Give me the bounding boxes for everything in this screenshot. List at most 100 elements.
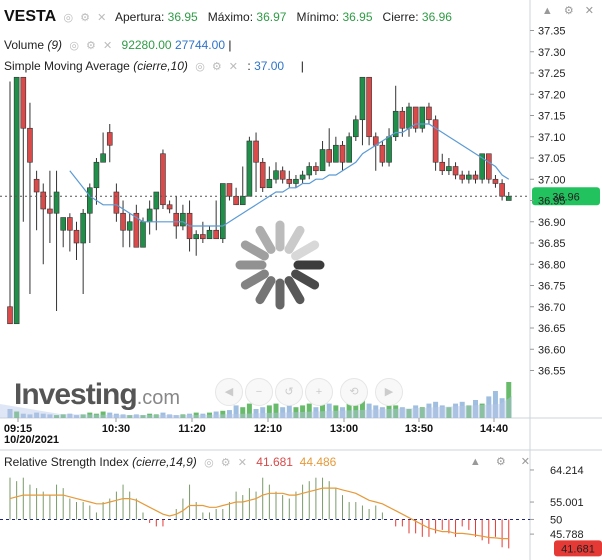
volume-bar xyxy=(433,401,439,418)
candle-body xyxy=(392,110,399,138)
candle-body xyxy=(293,178,299,184)
volume-bar xyxy=(107,412,113,418)
volume-bar xyxy=(120,414,126,418)
volume-bar xyxy=(20,413,26,418)
volume-bar xyxy=(80,414,86,418)
volume-bar xyxy=(386,403,392,418)
volume-bar xyxy=(226,410,232,418)
volume-bar xyxy=(479,403,485,418)
price-tick-label: 37.15 xyxy=(538,111,566,123)
candle-body xyxy=(306,166,313,176)
price-tick-label: 37.00 xyxy=(538,174,566,186)
price-tick-label: 36.85 xyxy=(538,238,566,250)
candle-body xyxy=(399,110,406,129)
candle-body xyxy=(166,204,173,210)
volume-bar xyxy=(67,413,73,418)
volume-bar xyxy=(213,411,219,418)
rsi-tick-label: 55.001 xyxy=(550,497,584,509)
candle-body xyxy=(27,127,33,163)
candle-body xyxy=(279,170,286,180)
candle-body xyxy=(459,174,466,180)
volume-bar xyxy=(446,407,452,418)
candle-body xyxy=(13,76,20,325)
volume-bar xyxy=(286,405,292,418)
volume-bar xyxy=(306,403,312,418)
volume-bar xyxy=(133,414,139,418)
volume-bar xyxy=(273,403,279,418)
volume-bar xyxy=(220,410,226,418)
candle-body xyxy=(87,187,93,214)
candle-body xyxy=(266,178,273,189)
sma-value: 37.00 xyxy=(254,59,285,73)
zoom-reset-button[interactable]: ↺ xyxy=(275,378,303,406)
rsi-tools-icons[interactable]: ▲ ⚙ ✕ xyxy=(469,456,536,468)
investing-watermark: Investing.com xyxy=(14,378,181,411)
candle-body xyxy=(426,106,432,121)
candle-body xyxy=(485,153,492,180)
sma-controls-icon: ◎ ⚙ ✕ xyxy=(195,61,241,73)
candle-body xyxy=(313,166,319,172)
candle-body xyxy=(379,144,386,163)
volume-bar xyxy=(7,409,13,418)
spinner-segment xyxy=(291,269,320,290)
candle-body xyxy=(80,212,86,244)
volume-bar xyxy=(260,407,266,418)
volume-bar xyxy=(60,414,66,418)
candle-body xyxy=(47,208,53,214)
candle-body xyxy=(53,191,60,214)
spinner-segment xyxy=(291,240,320,261)
volume-bar xyxy=(54,415,60,418)
candle-body xyxy=(452,166,459,176)
spinner-segment xyxy=(255,276,276,305)
sma-series-line xyxy=(69,123,510,227)
scroll-left-button[interactable]: ◀ xyxy=(215,378,243,406)
volume-bar xyxy=(506,382,512,418)
zoom-in-button[interactable]: + xyxy=(305,378,333,406)
volume-bar xyxy=(413,405,419,418)
volume-bar xyxy=(320,401,326,418)
price-tick-label: 37.20 xyxy=(538,89,566,101)
volume-bar xyxy=(353,405,359,418)
time-axis: 09:15 10:30 11:20 12:10 13:00 13:50 14:40 10/20… xyxy=(4,418,508,446)
candle-body xyxy=(193,234,199,240)
sma-legend: Simple Moving Average (cierre,10) ◎ ⚙ ✕ … xyxy=(4,59,304,73)
rsi-value: 41.681 xyxy=(256,455,293,469)
scroll-right-button[interactable]: ▶ xyxy=(375,378,403,406)
rsi-controls-icon: ◎ ⚙ ✕ xyxy=(204,457,249,469)
candle-body xyxy=(326,149,333,163)
spinner-segment xyxy=(240,269,269,290)
candle-body xyxy=(226,183,233,197)
reset-button[interactable]: ⟲ xyxy=(340,378,368,406)
candle-body xyxy=(239,195,246,206)
candle-body xyxy=(406,106,412,129)
candle-body xyxy=(499,183,505,197)
rsi-tick-label: 50 xyxy=(550,514,562,526)
volume-bar xyxy=(300,405,306,418)
candle-body xyxy=(93,161,100,189)
price-tick-label: 36.70 xyxy=(538,302,566,314)
candle-body xyxy=(60,217,67,231)
volume-bar xyxy=(266,405,272,418)
price-tick-label: 36.55 xyxy=(538,366,566,378)
time-tick-label: 12:10 xyxy=(254,423,282,435)
candle-body xyxy=(100,153,106,163)
candle-body xyxy=(20,76,27,129)
price-tick-label: 36.60 xyxy=(538,344,566,356)
volume-bar xyxy=(93,413,99,418)
candle-body xyxy=(273,170,279,180)
loading-spinner-icon xyxy=(235,220,325,310)
volume-bar xyxy=(453,403,459,418)
volume-controls-icon: ◎ ⚙ ✕ xyxy=(69,40,115,52)
volume-bar xyxy=(147,413,153,418)
chart-tools-icons[interactable]: ▲ ⚙ ✕ xyxy=(541,5,598,17)
candle-body xyxy=(153,191,160,210)
volume-bar xyxy=(74,415,79,418)
zoom-out-button[interactable]: − xyxy=(245,378,273,406)
candle-body xyxy=(472,174,479,180)
candle-body xyxy=(180,212,186,227)
rsi-tick-label: 64.214 xyxy=(550,465,584,477)
candle-body xyxy=(366,76,372,138)
candle-body xyxy=(200,234,206,240)
candle-body xyxy=(466,174,472,180)
